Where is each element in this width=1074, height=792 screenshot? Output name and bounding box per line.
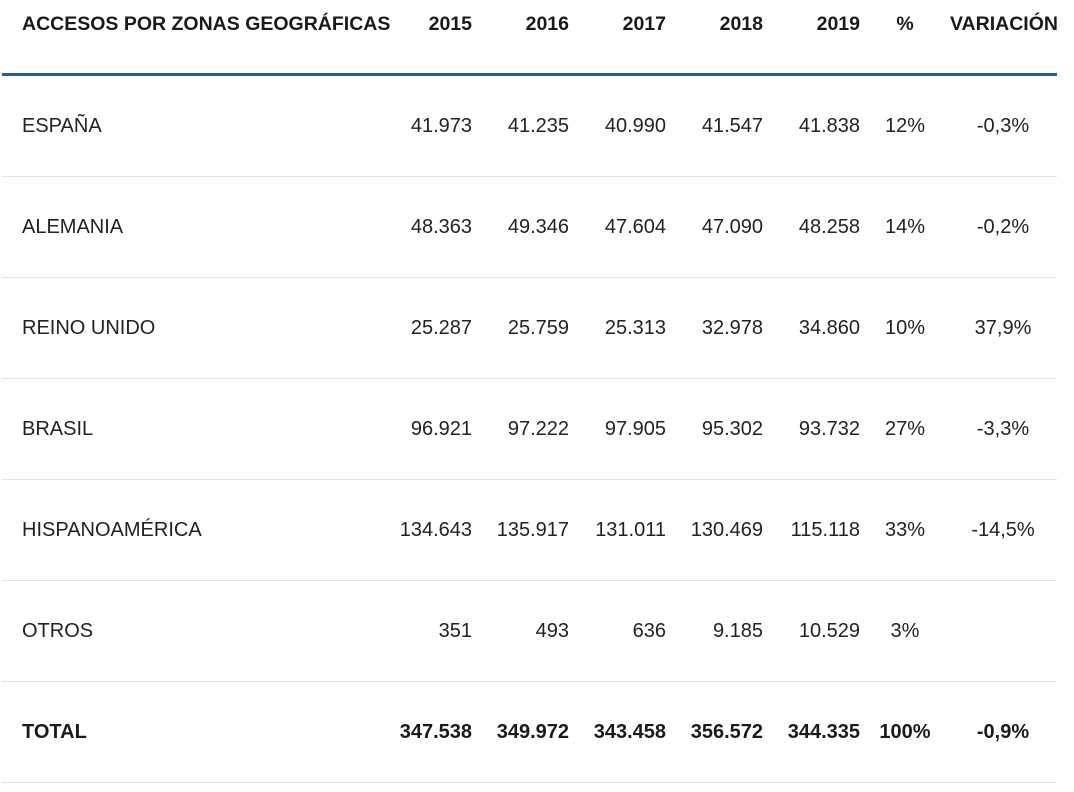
table-row: ESPAÑA 41.973 41.235 40.990 41.547 41.83… xyxy=(2,76,1057,177)
total-value-2019: 344.335 xyxy=(787,721,860,743)
header-percent: % xyxy=(896,13,914,35)
row-value-2017: 47.604 xyxy=(604,216,666,238)
row-variation: 37,9% xyxy=(974,317,1032,339)
table-row: BRASIL 96.921 97.222 97.905 95.302 93.73… xyxy=(2,379,1057,480)
row-value-2015: 25.287 xyxy=(410,317,472,339)
table-row: ALEMANIA 48.363 49.346 47.604 47.090 48.… xyxy=(2,177,1057,278)
row-zone: BRASIL xyxy=(22,418,94,440)
row-value-2017: 636 xyxy=(632,620,666,642)
row-variation: -14,5% xyxy=(971,519,1035,541)
row-value-2019: 93.732 xyxy=(798,418,860,440)
row-value-2018: 32.978 xyxy=(701,317,763,339)
row-variation: -0,3% xyxy=(976,115,1030,137)
row-value-2019: 41.838 xyxy=(798,115,860,137)
row-value-2019: 115.118 xyxy=(790,519,860,541)
row-value-2015: 41.973 xyxy=(410,115,472,137)
total-value-2017: 343.458 xyxy=(593,721,666,743)
row-zone: REINO UNIDO xyxy=(22,317,156,339)
row-value-2019: 48.258 xyxy=(798,216,860,238)
row-value-2018: 95.302 xyxy=(701,418,763,440)
total-variation: -0,9% xyxy=(976,721,1030,743)
table-row: HISPANOAMÉRICA 134.643 135.917 131.011 1… xyxy=(2,480,1057,581)
row-zone: ALEMANIA xyxy=(22,216,124,238)
table-row: REINO UNIDO 25.287 25.759 25.313 32.978 … xyxy=(2,278,1057,379)
table-total-row: TOTAL 347.538 349.972 343.458 356.572 34… xyxy=(2,682,1057,783)
row-value-2016: 25.759 xyxy=(507,317,569,339)
row-value-2016: 493 xyxy=(535,620,569,642)
row-percent: 14% xyxy=(884,216,926,238)
header-2015: 2015 xyxy=(428,13,472,35)
row-zone: ESPAÑA xyxy=(22,115,102,137)
geographic-access-table: ACCESOS POR ZONAS GEOGRÁFICAS 2015 2016 … xyxy=(2,0,1058,783)
row-value-2017: 131.011 xyxy=(595,519,666,541)
row-value-2018: 130.469 xyxy=(690,519,763,541)
row-percent: 12% xyxy=(884,115,926,137)
row-value-2016: 41.235 xyxy=(507,115,569,137)
row-zone: HISPANOAMÉRICA xyxy=(22,519,202,541)
total-value-2015: 347.538 xyxy=(399,721,472,743)
row-zone: OTROS xyxy=(22,620,94,642)
row-value-2019: 10.529 xyxy=(798,620,860,642)
row-value-2016: 135.917 xyxy=(496,519,569,541)
header-2016: 2016 xyxy=(525,13,569,35)
table-header-row: ACCESOS POR ZONAS GEOGRÁFICAS 2015 2016 … xyxy=(2,0,1058,76)
row-variation: -0,2% xyxy=(976,216,1030,238)
header-2018: 2018 xyxy=(719,13,763,35)
row-variation: -3,3% xyxy=(976,418,1030,440)
row-percent: 33% xyxy=(884,519,926,541)
row-value-2015: 96.921 xyxy=(410,418,472,440)
total-percent: 100% xyxy=(879,721,931,743)
row-value-2015: 48.363 xyxy=(410,216,472,238)
row-value-2015: 351 xyxy=(438,620,472,642)
row-value-2015: 134.643 xyxy=(399,519,472,541)
total-value-2016: 349.972 xyxy=(496,721,569,743)
row-value-2019: 34.860 xyxy=(798,317,860,339)
row-percent: 10% xyxy=(884,317,926,339)
row-percent: 27% xyxy=(884,418,926,440)
row-value-2016: 49.346 xyxy=(507,216,569,238)
total-label: TOTAL xyxy=(22,721,87,743)
header-variation: VARIACIÓN xyxy=(950,13,1058,35)
row-value-2018: 9.185 xyxy=(712,620,763,642)
row-value-2016: 97.222 xyxy=(507,418,569,440)
row-value-2018: 41.547 xyxy=(701,115,763,137)
row-percent: 3% xyxy=(890,620,920,642)
row-value-2017: 25.313 xyxy=(604,317,666,339)
row-value-2017: 97.905 xyxy=(604,418,666,440)
row-value-2017: 40.990 xyxy=(604,115,666,137)
header-2017: 2017 xyxy=(622,13,666,35)
header-zone: ACCESOS POR ZONAS GEOGRÁFICAS xyxy=(22,13,391,35)
table-row: OTROS 351 493 636 9.185 10.529 3% xyxy=(2,581,1057,682)
row-value-2018: 47.090 xyxy=(701,216,763,238)
total-value-2018: 356.572 xyxy=(690,721,763,743)
header-2019: 2019 xyxy=(816,13,860,35)
